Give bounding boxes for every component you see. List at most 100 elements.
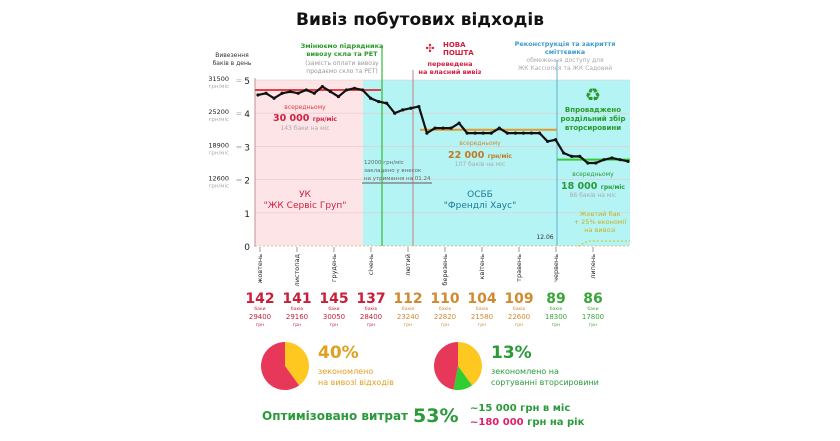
month-label: листопад	[293, 254, 301, 287]
summary: Оптимізовано витрат 53% ~15 000 грн в мі…	[262, 403, 585, 428]
data-point	[328, 90, 332, 94]
event-reconstruction-title: Реконструкція та закриття сміттєвика	[515, 40, 616, 56]
currency: грн	[441, 323, 449, 328]
avg-recycle-amount: 18 000 грн/міс	[561, 181, 625, 192]
month-label: травень	[515, 254, 523, 282]
avg-recycle-sub: 86 баків на міс	[570, 192, 617, 199]
data-point	[288, 90, 292, 94]
currency: грн	[330, 323, 338, 328]
data-point	[602, 158, 606, 162]
currency: грн	[404, 323, 412, 328]
region-uk	[255, 80, 363, 246]
event-glass-note: (замість оплати вивозу продаємо скло та Р…	[305, 60, 379, 75]
pie-pct: 40%	[318, 343, 359, 363]
data-point	[457, 121, 461, 125]
data-point	[586, 161, 590, 165]
data-point	[360, 88, 365, 92]
data-point	[417, 104, 421, 109]
currency: грн	[293, 323, 301, 328]
bin-unit: баків	[402, 306, 415, 312]
pie-slice	[458, 342, 483, 386]
cost: 18300	[545, 313, 567, 321]
currency: грн	[515, 323, 523, 328]
equals-sign: =	[236, 76, 243, 85]
equals-sign: =	[236, 142, 243, 151]
bin-count: 142	[245, 291, 274, 307]
data-point	[409, 106, 413, 110]
data-point	[336, 95, 341, 99]
y-money-label: 31500	[208, 75, 229, 83]
cost: 29400	[249, 313, 271, 321]
data-point	[304, 88, 308, 92]
yellow-bin-note: Жовтий бак + 25% економії на вивозі	[574, 210, 627, 234]
data-point	[570, 154, 574, 158]
month-label: червень	[552, 254, 560, 282]
data-point	[554, 138, 558, 142]
bin-count: 110	[430, 291, 459, 307]
avg-osbb-amount: 22 000 грн/міс	[448, 150, 512, 161]
bin-count: 104	[467, 291, 496, 307]
data-point	[489, 131, 493, 135]
y-money-unit: грн/міс	[208, 184, 229, 190]
cost: 29160	[286, 313, 308, 321]
y-tick-label: 5	[244, 77, 250, 87]
data-point	[449, 126, 453, 130]
currency: грн	[478, 323, 486, 328]
bin-unit: баки	[328, 306, 339, 312]
month-label: січень	[367, 254, 375, 275]
date-label: 12.06	[536, 234, 553, 241]
event-reconstruction-note: обмеження доступу для ЖК Кассіопея та ЖК …	[518, 57, 612, 72]
cost: 30050	[323, 313, 345, 321]
bin-unit: баки	[587, 306, 598, 312]
pie-caption: на вивозі відходів	[318, 378, 394, 387]
data-point	[626, 159, 630, 163]
region-osbb-name: "Френдлі Хаус"	[444, 201, 516, 211]
event-recycling-title: Впроваджено роздільний збір вторсировини	[561, 106, 626, 132]
y-axis-label: Вивезення	[215, 52, 249, 59]
y-money-label: 25200	[208, 108, 229, 116]
chart: Вивезення баків в день 01234531500грн/мі…	[208, 40, 630, 286]
bin-unit: баків	[550, 306, 563, 312]
data-point	[352, 86, 357, 90]
pie-slice	[285, 342, 309, 386]
bin-count: 86	[583, 291, 602, 307]
pie-slice	[453, 366, 473, 390]
pie-caption: сортуванні вторсировини	[491, 378, 599, 387]
data-point	[401, 108, 405, 112]
pie-chart: 40% зекономлено на вивозі відходів	[261, 342, 394, 390]
pie-caption: зекономлено	[318, 367, 373, 376]
cost: 22820	[434, 313, 456, 321]
data-point	[312, 91, 316, 95]
data-point	[296, 91, 300, 95]
bin-unit: баків	[476, 306, 489, 312]
data-point	[377, 99, 381, 104]
month-label: квітень	[478, 254, 486, 280]
bin-count: 141	[282, 291, 311, 307]
cost: 17800	[582, 313, 604, 321]
data-point	[537, 131, 542, 135]
bin-count: 112	[393, 291, 422, 307]
data-point	[272, 96, 276, 100]
y-money-unit: грн/міс	[208, 150, 229, 156]
data-point	[618, 158, 622, 162]
data-point	[545, 139, 550, 144]
month-label: лютий	[404, 254, 412, 276]
y-money-label: 12600	[208, 175, 229, 183]
cost: 21580	[471, 313, 493, 321]
data-point	[513, 131, 517, 135]
pie-chart: 13% зекономлено на сортуванні вторсировини	[433, 342, 599, 390]
nova-poshta-logo: ✣ НОВА ПОШТА	[425, 41, 474, 57]
data-point	[256, 93, 260, 97]
y-tick-label: 2	[244, 177, 250, 187]
data-point	[425, 131, 429, 135]
currency: грн	[589, 323, 597, 328]
y-money-unit: грн/міс	[208, 84, 229, 90]
data-point	[344, 88, 349, 92]
event-glass-title: Змінюємо підрядника вивозу скла та РЕТ	[301, 42, 384, 58]
month-label: грудень	[330, 254, 338, 282]
